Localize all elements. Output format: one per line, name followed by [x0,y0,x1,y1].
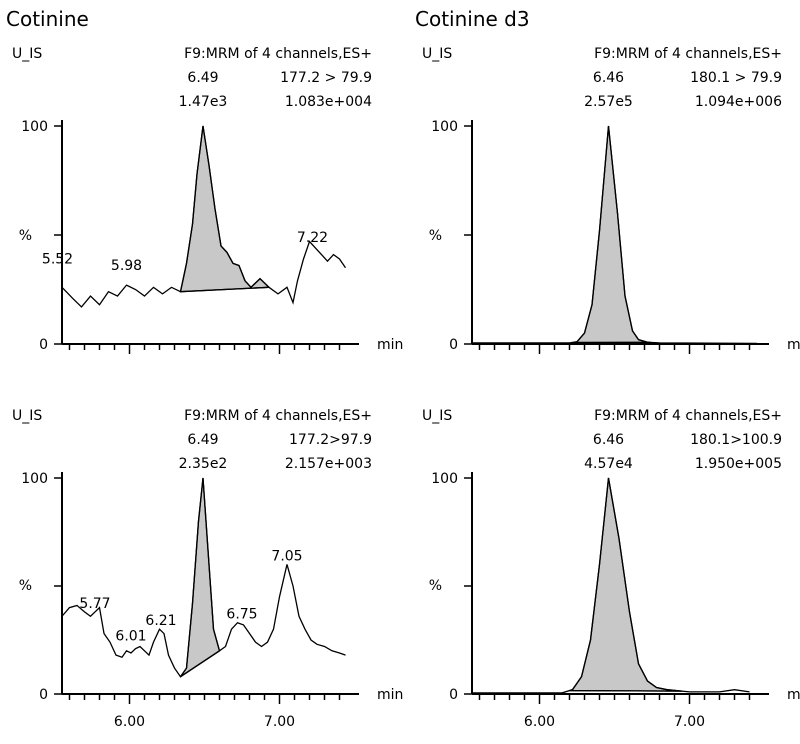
function-label: F9:MRM of 4 channels,ES+ [594,46,782,62]
y-tick-label-percent: % [19,228,32,244]
peak-label: 6.21 [145,613,176,629]
chromatogram-panel-2: U_IS F9:MRM of 4 channels,ES+ 6.46 180.1 > … [422,46,800,354]
chromatogram-panel-4: U_IS F9:MRM of 4 channels,ES+ 6.46 180.1>10… [422,408,800,730]
chromatogram-panel-3: U_IS F9:MRM of 4 channels,ES+ 6.49 177.2>97… [12,408,403,730]
chromatogram-panel-1: U_IS F9:MRM of 4 channels,ES+ 6.49 177.2 > … [12,46,403,354]
y-tick-label-100: 100 [21,119,48,135]
retention-time-label: 6.46 [593,432,624,448]
trace-label: U_IS [422,408,452,424]
function-label: F9:MRM of 4 channels,ES+ [594,408,782,424]
retention-time-label: 6.49 [187,432,218,448]
x-tick-label: 7.00 [264,714,295,730]
peak-label: 7.22 [297,230,328,246]
y-tick-label-percent: % [429,228,442,244]
transition-label: 177.2 > 79.9 [280,70,372,86]
chromatogram-trace [61,477,346,678]
peak-label: 5.98 [111,258,142,274]
peak-area-label: 2.35e2 [179,456,228,472]
y-tick-label-0: 0 [449,687,458,703]
chromatogram-trace [472,125,758,344]
y-tick-label-0: 0 [39,687,48,703]
retention-time-label: 6.46 [593,70,624,86]
intensity-label: 2.157e+003 [285,456,372,472]
x-tick-label: 6.00 [524,714,555,730]
peak-area-label: 1.47e3 [179,94,228,110]
column-title-cotinine: Cotinine [6,7,89,31]
intensity-label: 1.094e+006 [695,94,782,110]
intensity-label: 1.950e+005 [695,456,782,472]
peak-label: 5.52 [42,252,73,268]
trace-label: U_IS [12,408,42,424]
integration-baseline [180,650,220,678]
y-tick-label-100: 100 [21,471,48,487]
peak-label: 5.77 [79,596,110,612]
x-unit-label: min [377,687,403,703]
transition-label: 180.1>100.9 [690,432,782,448]
chromatogram-trace [61,125,347,308]
x-unit-label: min [787,687,800,703]
peak-label: 7.05 [271,548,302,564]
intensity-label: 1.083e+004 [285,94,372,110]
y-tick-label-0: 0 [39,337,48,353]
y-tick-label-percent: % [19,578,32,594]
transition-label: 180.1 > 79.9 [690,70,782,86]
peak-area-label: 2.57e5 [584,94,633,110]
function-label: F9:MRM of 4 channels,ES+ [184,46,372,62]
y-tick-label-percent: % [429,578,442,594]
function-label: F9:MRM of 4 channels,ES+ [184,408,372,424]
x-tick-label: 6.00 [114,714,145,730]
trace-label: U_IS [422,46,452,62]
peak-area-label: 4.57e4 [584,456,633,472]
x-unit-label: min [787,337,800,353]
trace-label: U_IS [12,46,42,62]
transition-label: 177.2>97.9 [289,432,372,448]
y-tick-label-100: 100 [431,471,458,487]
x-tick-label: 7.00 [674,714,705,730]
retention-time-label: 6.49 [187,70,218,86]
peak-label: 6.75 [226,607,257,623]
chromatogram-trace [472,477,750,694]
column-title-cotinine-d3: Cotinine d3 [415,7,530,31]
integration-baseline [569,689,683,692]
peak-label: 6.01 [115,628,146,644]
y-tick-label-100: 100 [431,119,458,135]
x-unit-label: min [377,337,403,353]
y-tick-label-0: 0 [449,337,458,353]
integration-baseline [180,286,270,293]
